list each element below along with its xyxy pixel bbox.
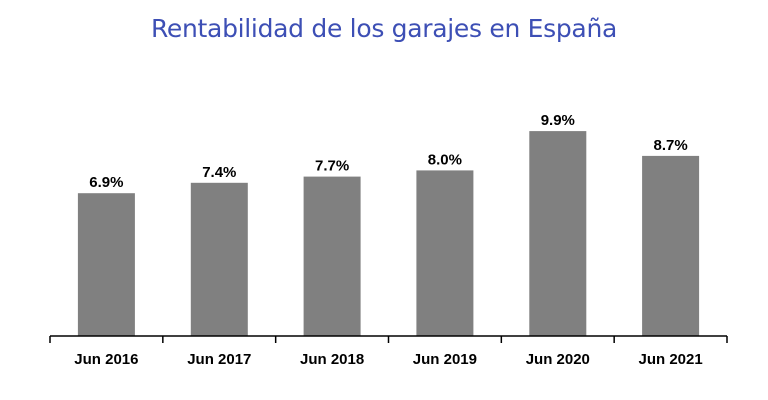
data-label: 6.9% [89, 174, 123, 191]
bar-jun-2021 [642, 155, 700, 336]
x-tick-label: Jun 2021 [638, 351, 702, 368]
x-tick-label: Jun 2017 [187, 351, 251, 368]
x-tick-label: Jun 2019 [413, 351, 477, 368]
chart-title: Rentabilidad de los garajes en España [150, 14, 618, 43]
x-tick-label: Jun 2016 [74, 351, 138, 368]
bar-jun-2018 [303, 176, 361, 336]
data-label: 7.7% [315, 158, 349, 175]
bar-jun-2019 [416, 170, 474, 336]
x-tick-label: Jun 2020 [526, 351, 590, 368]
data-label: 7.4% [202, 164, 236, 181]
bar-jun-2016 [77, 193, 135, 336]
x-axis-tick-labels: Jun 2016 Jun 2017 Jun 2018 Jun 2019 Jun 2020… [74, 351, 702, 368]
data-label: 8.7% [653, 137, 687, 154]
x-tick-label: Jun 2018 [300, 351, 364, 368]
data-label: 9.9% [541, 112, 575, 129]
x-axis-ticks [49, 336, 728, 343]
data-labels-group: 6.9% 7.4% 7.7% 8.0% 9.9% 8.7% [89, 112, 687, 191]
bar-jun-2017 [190, 182, 248, 336]
bar-jun-2020 [529, 131, 587, 336]
bars-group [77, 131, 700, 336]
data-label: 8.0% [428, 151, 462, 168]
